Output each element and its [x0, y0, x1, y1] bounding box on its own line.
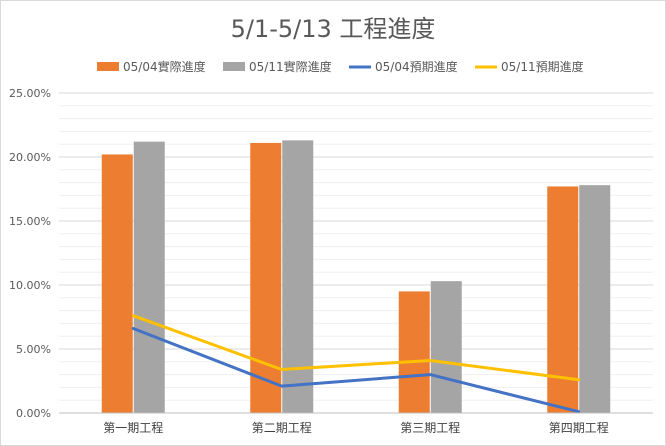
x-category-label: 第三期工程 [400, 420, 460, 435]
bar-2-1 [133, 141, 165, 413]
y-axis: 0.00% 5.00% 10.00% 15.00% 20.00% 25.00% [9, 87, 51, 420]
y-tick-label: 10.00% [9, 279, 51, 292]
x-category-label: 第一期工程 [103, 420, 163, 435]
chart-title: 5/1-5/13 工程進度 [231, 15, 436, 43]
x-category-label: 第二期工程 [252, 420, 312, 435]
x-axis: 第一期工程 第二期工程 第三期工程 第四期工程 [59, 412, 653, 435]
bar-2-2 [282, 140, 314, 414]
y-tick-label: 25.00% [9, 87, 51, 100]
legend-label: 05/11實際進度 [249, 59, 332, 74]
legend-swatch [223, 62, 245, 71]
y-tick-label: 5.00% [16, 343, 51, 356]
bar-series [101, 140, 611, 414]
bar-2-4 [579, 185, 611, 413]
bar-1-1 [101, 154, 133, 413]
bar-1-2 [250, 142, 282, 414]
line-series-1 [131, 327, 581, 414]
line-series [131, 314, 581, 414]
legend-label: 05/04預期進度 [375, 59, 458, 74]
legend-label: 05/11預期進度 [501, 59, 584, 74]
line-series-2 [131, 314, 581, 382]
y-tick-label: 15.00% [9, 215, 51, 228]
x-category-label: 第四期工程 [549, 420, 609, 435]
bar-1-3 [398, 291, 430, 413]
legend-swatch [97, 62, 119, 71]
bar-2-3 [430, 281, 462, 413]
y-tick-label: 20.00% [9, 151, 51, 164]
y-tick-label: 0.00% [16, 407, 51, 420]
legend-label: 05/04實際進度 [123, 59, 206, 74]
legend: 05/04實際進度 05/11實際進度 05/04預期進度 05/11預期進度 [97, 59, 584, 74]
